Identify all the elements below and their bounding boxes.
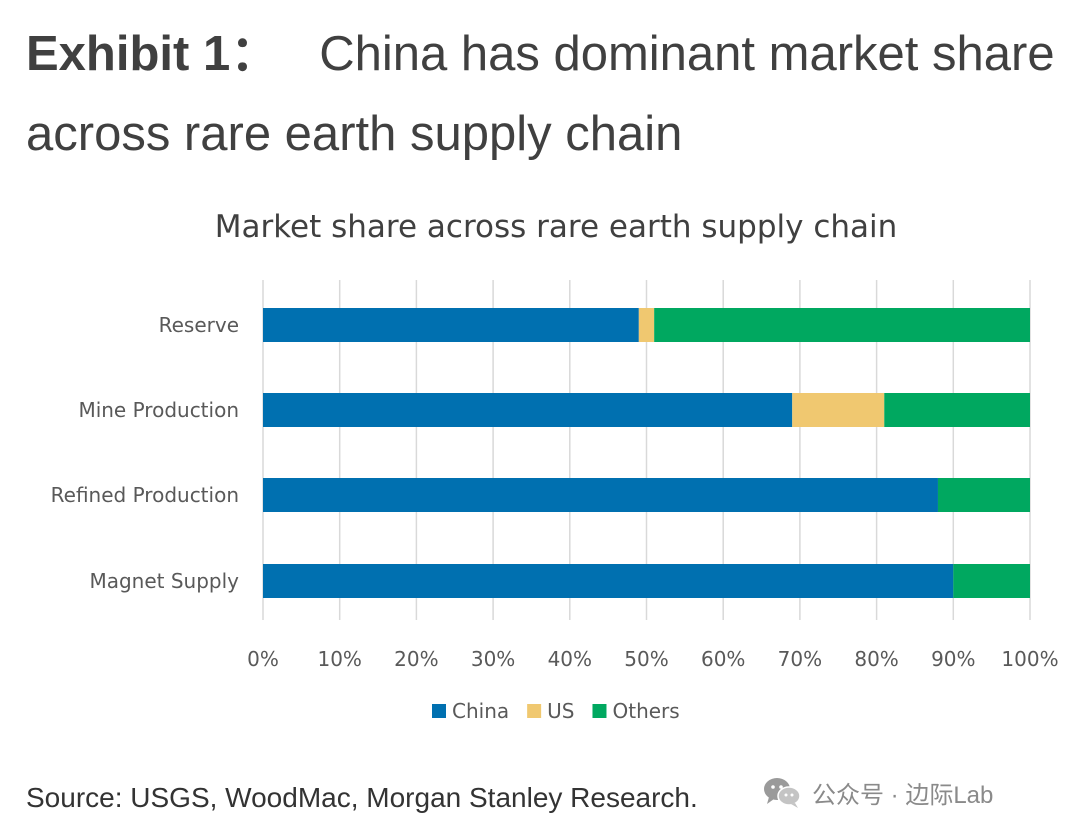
wechat-icon xyxy=(764,778,801,808)
exhibit-label: Exhibit 1： xyxy=(26,27,280,81)
bar-china-magnet-supply xyxy=(263,564,954,598)
x-tick-label: 50% xyxy=(624,647,668,671)
x-tick-label: 0% xyxy=(247,647,279,671)
x-tick-label: 70% xyxy=(778,647,822,671)
x-tick-label: 80% xyxy=(854,647,898,671)
x-tick-label: 100% xyxy=(1001,647,1058,671)
exhibit-title: Exhibit 1： China has dominant market shar… xyxy=(26,14,1066,174)
legend-label-us: US xyxy=(547,699,574,723)
x-tick-label: 40% xyxy=(548,647,592,671)
legend: China US Others xyxy=(432,699,680,723)
bar-others-mine-production xyxy=(884,393,1030,427)
bar-others-reserve xyxy=(654,308,1030,342)
source-note: Source: USGS, WoodMac, Morgan Stanley Re… xyxy=(26,782,698,813)
bar-china-reserve xyxy=(263,308,639,342)
bar-others-magnet-supply xyxy=(953,564,1030,598)
x-tick-label: 10% xyxy=(317,647,361,671)
x-tick-label: 30% xyxy=(471,647,515,671)
bar-us-mine-production xyxy=(792,393,885,427)
x-tick-label: 20% xyxy=(394,647,438,671)
bars xyxy=(263,308,1030,598)
category-label: Magnet Supply xyxy=(89,569,239,593)
stacked-bar-chart: Market share across rare earth supply ch… xyxy=(51,209,1059,723)
legend-swatch-us xyxy=(527,704,542,718)
watermark: 公众号 · 边际Lab xyxy=(762,774,993,810)
legend-swatch-others xyxy=(592,704,607,718)
x-axis-tick-labels: 0% 10% 20% 30% 40% 50% 60% 70% 80% 90% 100% xyxy=(247,647,1058,671)
chart-title: Market share across rare earth supply ch… xyxy=(215,209,898,245)
category-labels: Reserve Mine Production Refined Production… xyxy=(51,313,240,593)
bar-others-refined-production xyxy=(937,478,1030,512)
legend-label-others: Others xyxy=(612,699,679,723)
x-tick-label: 60% xyxy=(701,647,745,671)
legend-label-china: China xyxy=(452,699,509,723)
x-tick-label: 90% xyxy=(931,647,975,671)
bar-us-reserve xyxy=(638,308,655,342)
category-label: Mine Production xyxy=(78,398,239,422)
category-label: Refined Production xyxy=(51,483,239,507)
bar-china-refined-production xyxy=(263,478,938,512)
bar-china-mine-production xyxy=(263,393,793,427)
legend-swatch-china xyxy=(432,704,446,718)
category-label: Reserve xyxy=(159,313,239,337)
exhibit-text: China has dominant market share across r… xyxy=(26,27,1055,161)
watermark-text: 公众号 · 边际Lab xyxy=(812,781,994,809)
